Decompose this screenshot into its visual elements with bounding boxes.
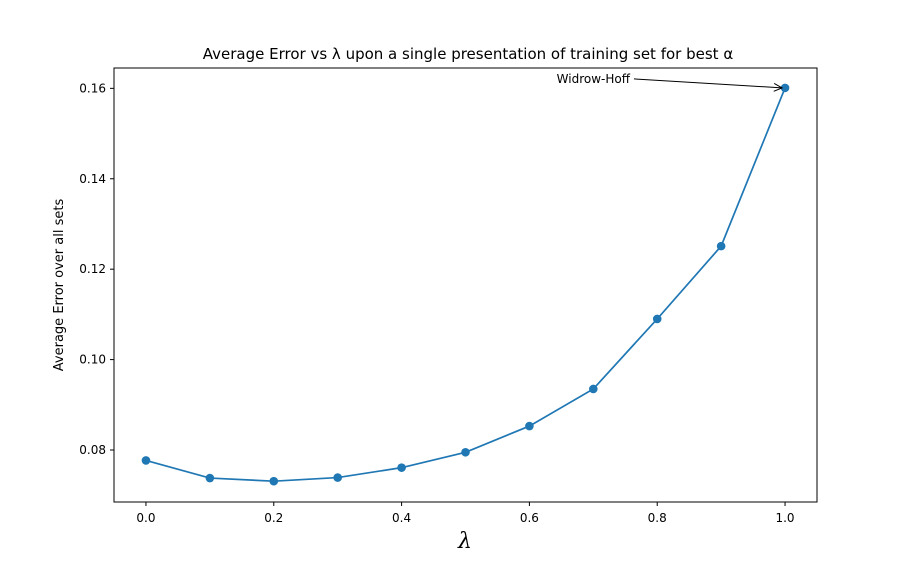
data-point [525,421,534,431]
y-tick-label: 0.14 [79,172,106,186]
x-axis-label: λ [457,529,472,554]
data-point [461,447,470,457]
data-point [333,473,342,482]
data-point [269,476,279,486]
y-tick-label: 0.12 [79,262,106,276]
data-point [716,241,726,251]
y-axis-label: Average Error over all sets [52,199,67,372]
x-tick-label: 0.8 [648,511,667,525]
plot-area [113,67,818,503]
annotation-label: Widrow-Hoff [557,72,631,86]
axes-frame [113,67,818,503]
data-point [397,463,406,472]
x-tick-label: 0.2 [264,511,283,525]
series-line [145,87,786,483]
x-tick-label: 0.0 [136,511,155,525]
chart-title: Average Error vs λ upon a single present… [203,45,734,63]
x-tick-label: 0.6 [520,511,539,525]
x-tick-label: 1.0 [775,511,794,525]
x-axis: 0.0 0.2 0.4 0.6 0.8 1.0 [136,502,795,525]
y-tick-label: 0.10 [79,353,106,367]
data-point [780,83,790,93]
y-axis: 0.08 0.10 0.12 0.14 0.16 [79,81,114,457]
data-point [205,473,215,483]
data-point [141,456,151,465]
data-point [589,384,598,394]
x-tick-label: 0.4 [392,511,411,525]
series-group [141,83,790,486]
annotation: Widrow-Hoff [557,72,784,92]
data-point [652,314,662,324]
annotation-arrow-line [633,78,783,89]
y-tick-label: 0.08 [79,443,106,457]
annotation-arrow-head [773,83,784,92]
y-tick-label: 0.16 [79,81,106,95]
